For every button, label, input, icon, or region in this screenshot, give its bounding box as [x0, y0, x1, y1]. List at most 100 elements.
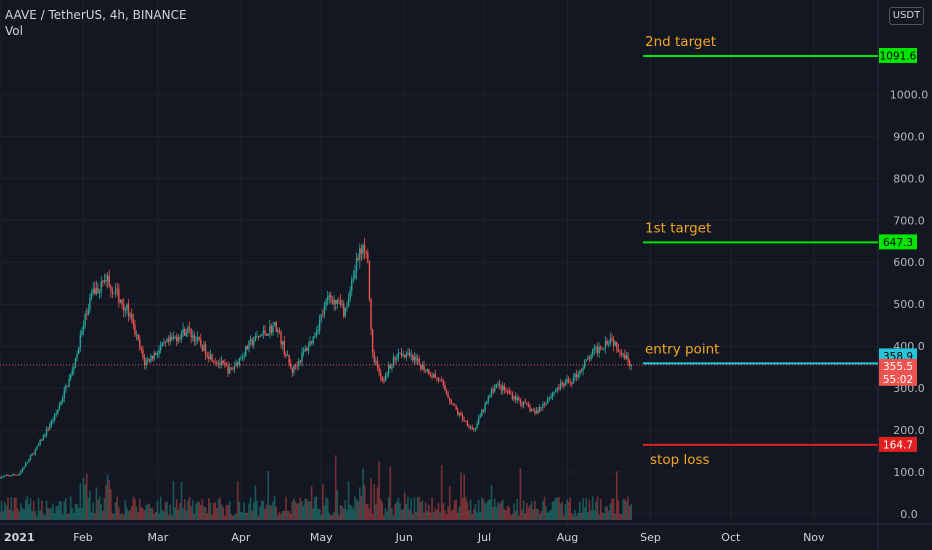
volume-bar: [376, 487, 379, 520]
volume-bar: [190, 506, 192, 520]
level-price-label: 164.7: [883, 439, 913, 451]
volume-indicator-label[interactable]: Vol: [5, 24, 23, 38]
volume-bar: [367, 504, 369, 520]
volume-bar: [76, 503, 78, 520]
volume-bar: [611, 498, 613, 520]
volume-bar: [15, 497, 17, 520]
y-tick-label: 100.0: [893, 466, 925, 479]
volume-bar: [434, 507, 437, 520]
volume-bar: [257, 515, 260, 520]
candle-body: [344, 308, 347, 317]
volume-bar: [604, 506, 607, 520]
volume-bar: [344, 499, 347, 520]
volume-bar: [18, 511, 21, 520]
volume-bar: [256, 500, 258, 520]
candle-body: [596, 347, 599, 354]
volume-bar: [559, 503, 562, 520]
volume-bar: [137, 512, 139, 520]
volume-bar: [98, 496, 101, 520]
volume-bar: [163, 511, 165, 520]
candle-body: [293, 365, 295, 373]
candle-body: [551, 392, 554, 397]
volume-bar: [479, 512, 482, 520]
volume-bar: [7, 497, 9, 520]
candle-body: [545, 403, 547, 405]
volume-bar: [101, 510, 104, 520]
level-price-badge: [879, 47, 917, 63]
currency-badge[interactable]: USDT: [889, 7, 924, 25]
candle-body: [585, 359, 587, 361]
candle-body: [29, 455, 32, 459]
volume-bar: [42, 513, 45, 520]
candle-body: [600, 346, 602, 349]
candle-body: [521, 403, 523, 406]
candle-body: [413, 356, 416, 361]
candle-body: [399, 352, 401, 354]
symbol-title[interactable]: AAVE / TetherUS, 4h, BINANCE: [5, 8, 187, 22]
volume-bar: [171, 515, 173, 520]
candle-body: [497, 383, 499, 385]
volume-bar: [286, 510, 289, 520]
volume-bar: [191, 500, 194, 520]
volume-bar: [39, 510, 41, 520]
candle-body: [619, 351, 621, 353]
volume-bar: [577, 512, 580, 520]
candle-body: [323, 305, 326, 315]
volume-bar: [418, 496, 421, 520]
volume-bar: [92, 502, 94, 520]
volume-bar: [445, 514, 448, 520]
candle-body: [494, 387, 496, 392]
volume-bar: [81, 507, 83, 520]
volume-bar: [460, 472, 462, 520]
candle-body: [296, 365, 298, 367]
candle-body: [161, 342, 163, 347]
volume-bar: [360, 496, 363, 520]
volume-bar: [121, 513, 123, 520]
candle-body: [269, 325, 271, 334]
candle-body: [187, 327, 189, 333]
candle-body: [502, 385, 504, 391]
volume-bar: [420, 502, 422, 520]
volume-bar: [23, 509, 25, 520]
volume-bar: [387, 497, 390, 520]
volume-bar: [146, 504, 149, 520]
candle-body: [352, 278, 355, 280]
candle-body: [240, 357, 242, 359]
candle-body: [331, 299, 334, 305]
volume-bar: [66, 514, 69, 520]
volume-bar: [182, 507, 184, 520]
candle-body: [608, 343, 610, 345]
x-tick-label: Sep: [640, 531, 661, 544]
candle-body: [484, 403, 486, 412]
candle-body: [611, 338, 613, 340]
candle-body: [142, 350, 144, 358]
volume-bar: [431, 497, 433, 520]
candle-body: [105, 280, 107, 282]
candle-body: [65, 386, 67, 391]
candle-body: [201, 345, 204, 351]
candle-body: [543, 403, 546, 405]
volume-bar: [511, 513, 514, 520]
candle-body: [363, 245, 366, 252]
candle-body: [49, 425, 51, 429]
candle-body: [314, 336, 316, 338]
candle-body: [180, 333, 183, 339]
volume-bar: [402, 509, 404, 520]
volume-bar: [456, 512, 459, 520]
volume-bar: [243, 502, 245, 520]
candle-body: [108, 275, 110, 287]
volume-bar: [493, 498, 496, 520]
volume-bar: [350, 506, 353, 520]
volume-bar: [574, 510, 576, 520]
candle-body: [537, 410, 539, 413]
volume-bar: [458, 506, 461, 520]
volume-bar: [315, 496, 318, 520]
candle-body: [569, 381, 571, 383]
volume-bar: [448, 486, 451, 520]
volume-bar: [297, 503, 300, 520]
volume-bar: [135, 506, 138, 520]
y-tick-label: 900.0: [893, 130, 925, 143]
volume-bar: [590, 510, 592, 520]
volume-bar: [249, 497, 252, 520]
